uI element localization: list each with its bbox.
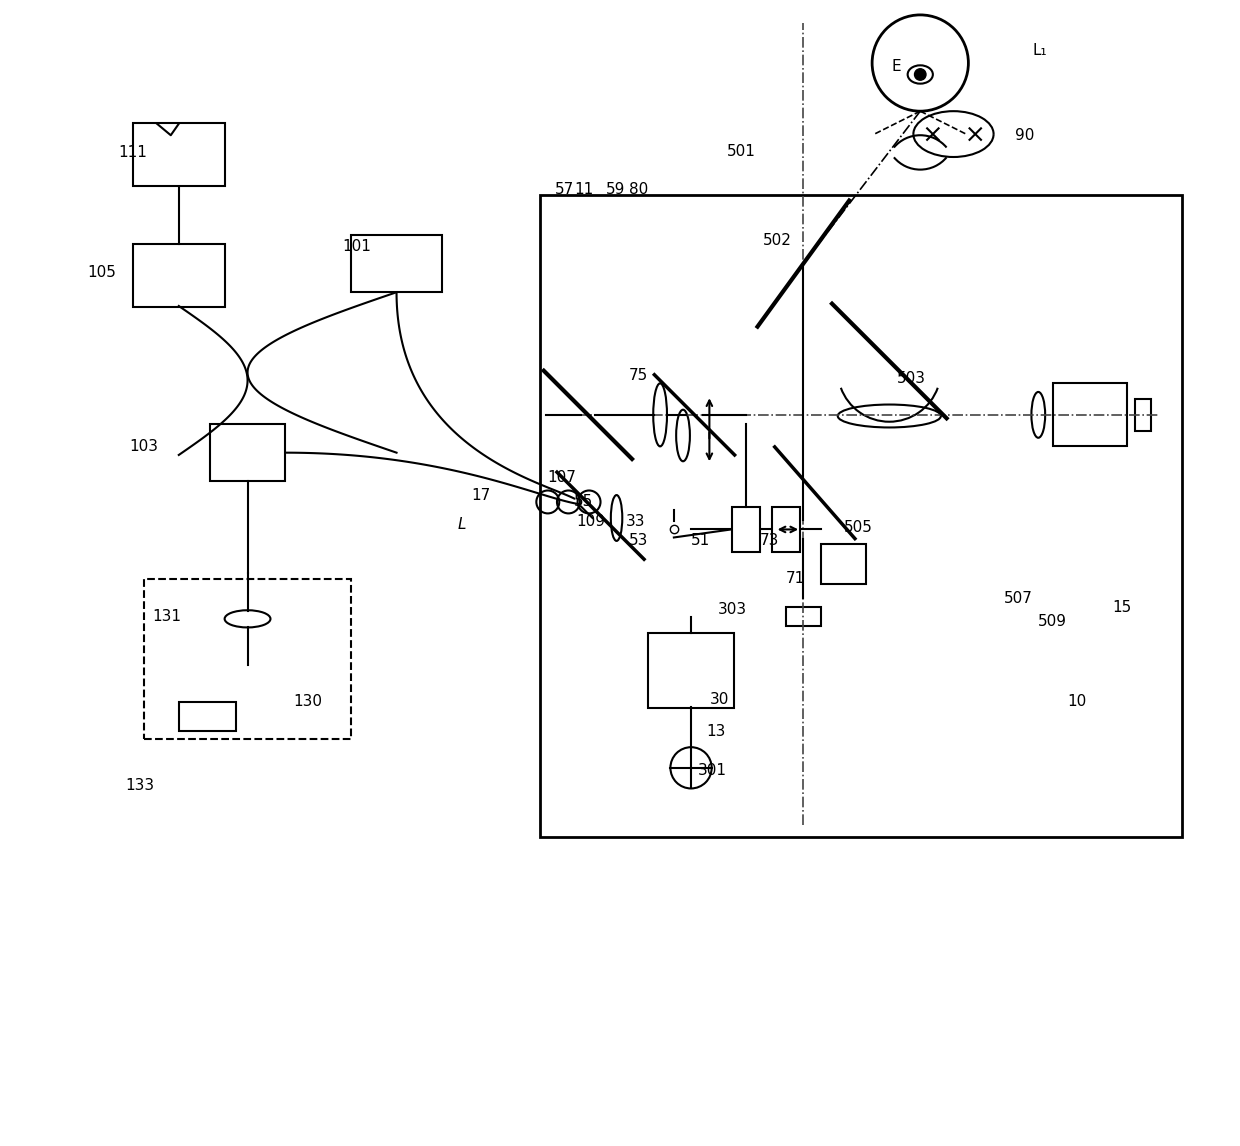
Text: 107: 107 [548, 470, 577, 486]
Text: 17: 17 [471, 487, 490, 503]
Ellipse shape [838, 405, 941, 427]
Bar [144, 579, 351, 739]
Text: 55: 55 [574, 494, 594, 510]
Text: 11: 11 [574, 181, 594, 197]
Ellipse shape [1032, 392, 1045, 438]
Text: E: E [892, 58, 901, 74]
Text: 503: 503 [898, 370, 926, 386]
Bar [1053, 383, 1127, 446]
Text: 73: 73 [760, 533, 779, 549]
Circle shape [872, 15, 968, 111]
Text: 57: 57 [554, 181, 574, 197]
Ellipse shape [611, 495, 622, 541]
Bar [179, 701, 236, 731]
Bar [771, 507, 801, 552]
Text: 33: 33 [626, 513, 645, 529]
Bar [351, 235, 443, 292]
Bar [821, 544, 867, 584]
Text: 59: 59 [606, 181, 626, 197]
Text: 501: 501 [727, 143, 755, 159]
Ellipse shape [653, 383, 667, 446]
Bar [732, 507, 760, 552]
Text: 109: 109 [577, 513, 605, 529]
Text: L: L [458, 517, 466, 533]
Text: 75: 75 [629, 368, 649, 384]
Text: 10: 10 [1066, 693, 1086, 709]
Text: 502: 502 [764, 233, 792, 249]
Circle shape [915, 69, 926, 80]
Text: L₁: L₁ [1033, 42, 1048, 58]
Text: 131: 131 [153, 609, 181, 625]
Bar [649, 633, 734, 707]
Text: 90: 90 [1016, 127, 1034, 143]
Text: 80: 80 [629, 181, 649, 197]
Text: 111: 111 [118, 144, 146, 160]
Text: 303: 303 [718, 602, 746, 618]
Text: 30: 30 [709, 691, 729, 707]
Text: 505: 505 [843, 519, 873, 535]
Bar [786, 607, 821, 626]
Bar [1135, 399, 1151, 431]
Text: 105: 105 [87, 265, 117, 281]
Text: 101: 101 [342, 238, 372, 254]
Text: 15: 15 [1112, 599, 1132, 615]
Text: 13: 13 [706, 723, 725, 739]
Text: 507: 507 [1004, 590, 1033, 606]
Text: 103: 103 [129, 439, 159, 455]
Bar [133, 123, 224, 186]
Text: 53: 53 [629, 533, 649, 549]
Text: 509: 509 [1038, 613, 1068, 629]
Bar [211, 424, 285, 481]
Bar [539, 195, 1182, 837]
Bar [133, 243, 224, 306]
Text: 130: 130 [294, 693, 322, 709]
Ellipse shape [676, 410, 689, 461]
Text: 71: 71 [786, 571, 806, 587]
Text: 51: 51 [691, 533, 711, 549]
Text: 133: 133 [125, 777, 154, 793]
Text: 301: 301 [698, 762, 727, 778]
